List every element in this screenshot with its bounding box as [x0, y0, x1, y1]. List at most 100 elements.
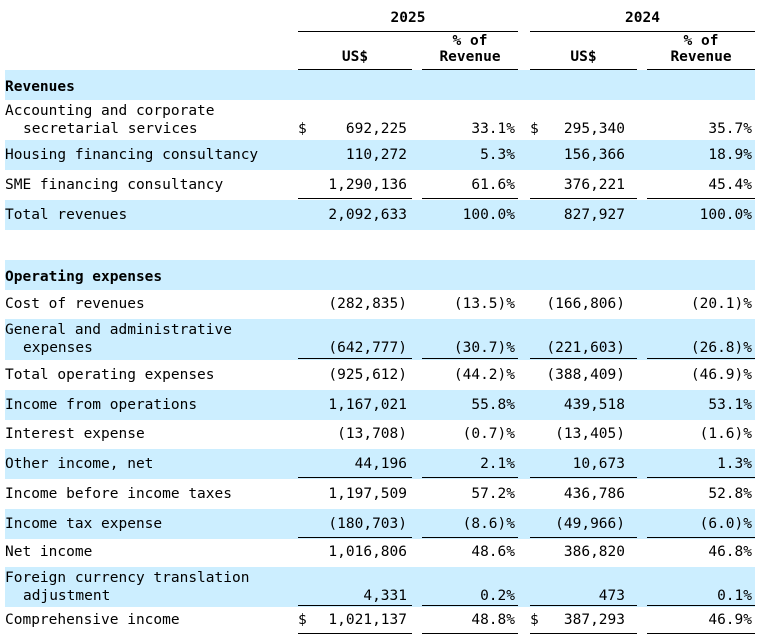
percent-2025: 2.1% [480, 456, 515, 472]
row-label-continued: adjustment [23, 588, 111, 604]
subtotal-underline [647, 358, 755, 359]
subtotal-underline [298, 198, 412, 199]
subtotal-underline [298, 358, 412, 359]
row-label-continued: secretarial services [23, 121, 198, 137]
row-label: General and administrative [5, 322, 232, 338]
row-label: Income from operations [5, 397, 198, 413]
percent-2024: (26.8)% [690, 340, 752, 356]
section-header-row: Operating expenses [5, 260, 755, 290]
table-row: Foreign currency translation adjustment 4,… [5, 567, 755, 607]
double-underline [530, 633, 637, 635]
percent-2024: 53.1% [708, 397, 752, 413]
value-2024: (388,409) [546, 367, 625, 383]
table-row: Accounting and corporate secretarial serv… [5, 100, 755, 140]
subtotal-underline [422, 537, 518, 538]
row-label: Income tax expense [5, 516, 163, 532]
percent-2025: (8.6)% [462, 516, 515, 532]
subtotal-underline [647, 477, 755, 478]
year-header-2024: 2024 [625, 10, 660, 26]
percent-2025: 5.3% [480, 147, 515, 163]
pct-header-2025-line2: Revenue [439, 49, 501, 65]
value-2024: 295,340 [563, 121, 625, 137]
value-2025: 44,196 [354, 456, 407, 472]
value-2025: (925,612) [328, 367, 407, 383]
percent-2024: 35.7% [708, 121, 752, 137]
row-label: Housing financing consultancy [5, 147, 259, 163]
percent-2024: 46.8% [708, 544, 752, 560]
row-label: Net income [5, 544, 93, 560]
value-2025: 1,021,137 [328, 612, 407, 628]
currency-symbol-2024: $ [530, 612, 539, 628]
table-row: Other income, net 44,196 2.1% 10,673 1.3% [5, 449, 755, 479]
value-2024: (166,806) [546, 296, 625, 312]
subtotal-underline [298, 477, 412, 478]
percent-2024: 45.4% [708, 177, 752, 193]
year-rule-2024 [530, 31, 755, 32]
subtotal-underline [422, 605, 518, 606]
percent-2025: 100.0% [462, 207, 515, 223]
currency-symbol-2025: $ [298, 121, 307, 137]
percent-2025: 33.1% [471, 121, 515, 137]
value-2025: (13,708) [337, 426, 407, 442]
row-label: Interest expense [5, 426, 145, 442]
col-rule-usd-2024 [530, 69, 637, 70]
percent-2024: 46.9% [708, 612, 752, 628]
percent-2024: 18.9% [708, 147, 752, 163]
value-2025: 110,272 [345, 147, 407, 163]
table-row: Interest expense (13,708) (0.7)% (13,405) (1… [5, 420, 755, 449]
value-2025: (642,777) [328, 340, 407, 356]
value-2024: 156,366 [563, 147, 625, 163]
percent-2024: 100.0% [699, 207, 752, 223]
row-label-continued: expenses [23, 340, 93, 356]
value-2025: 1,167,021 [328, 397, 407, 413]
currency-symbol-2024: $ [530, 121, 539, 137]
table-row: Comprehensive income $ $1,021,137 48.8% 387,… [5, 607, 755, 635]
currency-symbol-2025: $ [298, 612, 307, 628]
percent-2025: (30.7)% [453, 340, 515, 356]
value-2024: 10,673 [572, 456, 625, 472]
pct-header-2025-line1: % of [452, 33, 488, 49]
value-2024: 386,820 [563, 544, 625, 560]
value-2024: 827,927 [563, 207, 625, 223]
subtotal-underline [298, 605, 412, 606]
value-2024: 436,786 [563, 486, 625, 502]
usd-header-2024: US$ [570, 49, 597, 65]
subtotal-underline [530, 537, 637, 538]
table-row: Income tax expense (180,703) (8.6)% (49,966… [5, 509, 755, 539]
year-rule-2025 [298, 31, 518, 32]
value-2025: 692,225 [345, 121, 407, 137]
value-2025: 1,290,136 [328, 177, 407, 193]
percent-2025: 61.6% [471, 177, 515, 193]
value-2025: 1,197,509 [328, 486, 407, 502]
row-label: SME financing consultancy [5, 177, 224, 193]
percent-2024: (20.1)% [690, 296, 752, 312]
percent-2025: 48.6% [471, 544, 515, 560]
value-2024: (13,405) [555, 426, 625, 442]
section-title: Revenues [5, 79, 75, 95]
year-header-2025: 2025 [390, 10, 426, 26]
percent-2025: (44.2)% [453, 367, 515, 383]
table-row: Housing financing consultancy 110,272 5.3%… [5, 140, 755, 170]
percent-2025: (0.7)% [462, 426, 515, 442]
subtotal-underline [647, 605, 755, 606]
value-2025: 4,331 [363, 588, 407, 604]
value-2024: 387,293 [563, 612, 625, 628]
double-underline [422, 633, 518, 635]
usd-header-2025: US$ [341, 49, 369, 65]
percent-2025: 0.2% [480, 588, 515, 604]
pct-header-2024-line1: % of [683, 33, 719, 49]
value-2025: (282,835) [328, 296, 407, 312]
row-label: Other income, net [5, 456, 154, 472]
subtotal-underline [647, 537, 755, 538]
table-row: Total revenues 2,092,633 100.0% 827,927 100.… [5, 200, 755, 230]
value-2024: 376,221 [563, 177, 625, 193]
value-2025: 2,092,633 [328, 207, 407, 223]
value-2025: 1,016,806 [328, 544, 407, 560]
percent-2024: 0.1% [717, 588, 752, 604]
value-2024: 473 [598, 588, 625, 604]
pct-header-2024-line2: Revenue [670, 49, 732, 65]
double-underline [647, 633, 755, 635]
row-label: Foreign currency translation [5, 570, 250, 586]
table-row: SME financing consultancy 1,290,136 61.6% 3… [5, 170, 755, 200]
